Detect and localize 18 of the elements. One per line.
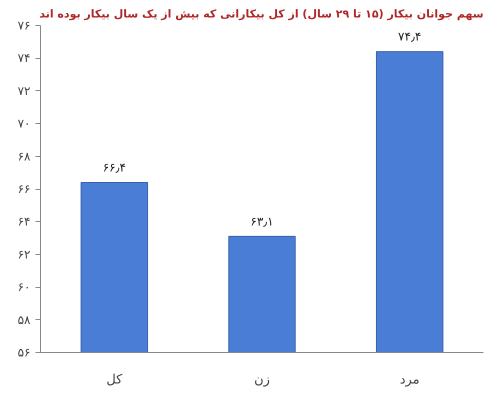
y-tick-label: ۵۶: [18, 346, 30, 360]
y-tick-label: ۷۶: [18, 18, 30, 32]
data-label: ۷۴٫۴: [398, 30, 422, 44]
data-label: ۶۶٫۴: [102, 160, 126, 174]
y-tick-label: ۶۶: [18, 182, 30, 196]
y-tick-label: ۶۲: [18, 247, 30, 262]
y-tick-label: ۵۸: [18, 312, 32, 327]
chart-title: سهم جوانان بیکار (۱۵ تا ۲۹ سال) از کل بیکارانی که بیش از یک سال بیکار بوده اند: [39, 8, 484, 20]
y-tick-label: ۷۴: [18, 51, 30, 66]
y-tick-label: ۷۰: [18, 116, 30, 131]
data-label: ۶۳٫۱: [250, 214, 274, 228]
y-tick-label: ۶۴: [18, 214, 30, 229]
x-tick-label: کل: [106, 372, 124, 388]
x-tick-label: زن: [254, 372, 270, 388]
y-tick-label: ۷۲: [18, 84, 30, 98]
y-tick-label: ۶۰: [18, 280, 30, 294]
x-tick-label: مرد: [400, 372, 420, 388]
y-tick-label: ۶۸: [18, 149, 32, 164]
